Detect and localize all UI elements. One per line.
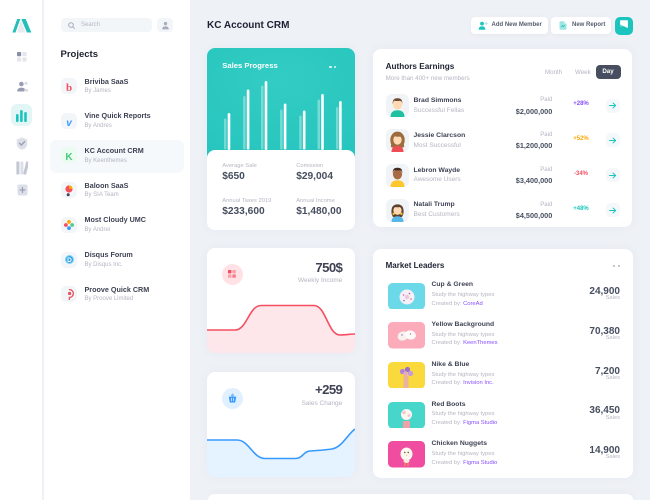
svg-text:D: D bbox=[67, 257, 72, 264]
